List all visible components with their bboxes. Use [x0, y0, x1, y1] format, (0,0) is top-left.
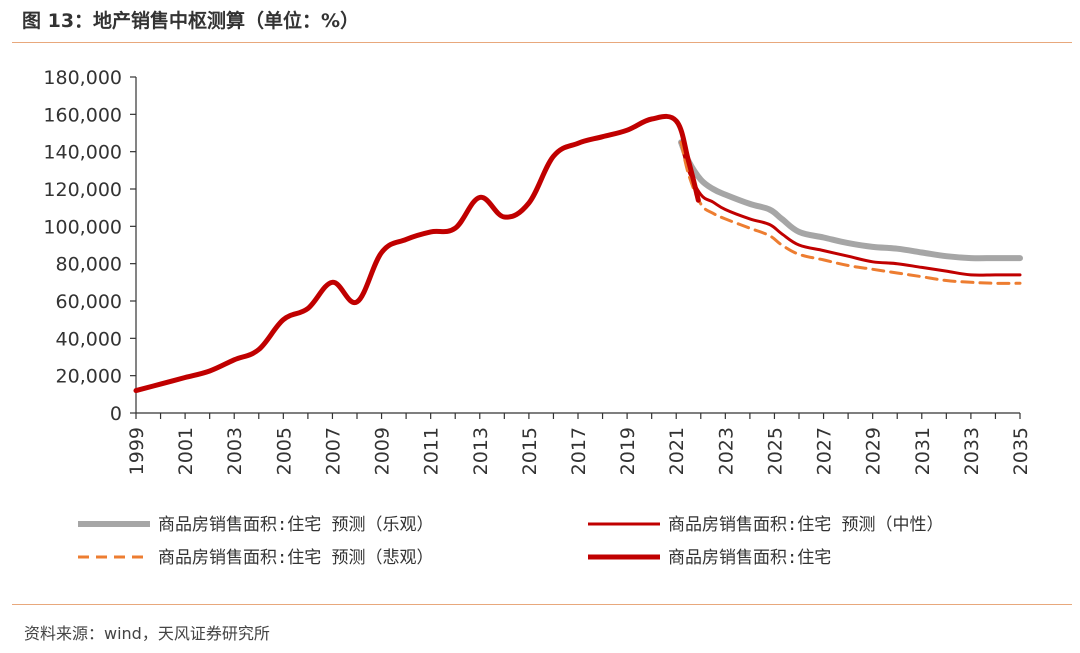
series-pessimistic-line: [679, 140, 1022, 285]
x-tick-label: 2033: [961, 427, 983, 475]
x-tick-label: 2009: [372, 427, 394, 475]
x-tick-label: 2019: [617, 427, 639, 475]
x-tick-label: 2023: [715, 427, 737, 475]
y-tick-label: 180,000: [43, 67, 122, 89]
y-tick-label: 40,000: [56, 328, 122, 350]
x-tick-label: 2013: [470, 427, 492, 475]
series-optimistic-line: [678, 139, 1023, 262]
legend-label: 商品房销售面积:住宅 预测（悲观）: [158, 548, 433, 568]
y-tick-label: 80,000: [56, 254, 122, 276]
y-tick-label: 0: [110, 403, 122, 425]
legend-item-optimistic: 商品房销售面积:住宅 预测（乐观）: [78, 515, 433, 535]
source-note: 资料来源：wind，天风证券研究所: [24, 624, 270, 643]
x-tick-label: 2017: [568, 427, 590, 475]
chart-title: 图 13：地产销售中枢测算（单位：%）: [22, 10, 360, 32]
x-tick-label: 2011: [421, 427, 443, 475]
y-tick-label: 160,000: [43, 104, 122, 126]
x-tick-label: 2005: [273, 427, 295, 475]
top-divider: [12, 42, 1072, 43]
x-tick-label: 2031: [912, 427, 934, 475]
y-tick-label: 140,000: [43, 142, 122, 164]
series-actual-line: [133, 113, 701, 394]
y-tick-label: 100,000: [43, 216, 122, 238]
x-tick-label: 2035: [1010, 427, 1032, 475]
x-tick-label: 2027: [814, 427, 836, 475]
y-tick-label: 60,000: [56, 291, 122, 313]
legend-label: 商品房销售面积:住宅 预测（乐观）: [158, 515, 433, 535]
bottom-divider: [12, 604, 1072, 605]
x-tick-label: 2021: [666, 427, 688, 475]
x-tick-label: 2025: [764, 427, 786, 475]
x-tick-label: 2007: [322, 427, 344, 475]
x-tick-label: 2029: [863, 427, 885, 475]
chart-legend: 商品房销售面积:住宅 预测（乐观） 商品房销售面积:住宅 预测（中性） 商品房销售面…: [78, 515, 943, 568]
chart-axes: 0 20,000 40,000 60,000 80,000 100,000 120,000 1…: [43, 67, 1032, 475]
legend-item-neutral: 商品房销售面积:住宅 预测（中性）: [588, 515, 943, 535]
legend-item-pessimistic: 商品房销售面积:住宅 预测（悲观）: [78, 548, 433, 568]
x-tick-label: 2003: [224, 427, 246, 475]
legend-label: 商品房销售面积:住宅 预测（中性）: [668, 515, 943, 535]
y-tick-label: 20,000: [56, 366, 122, 388]
x-tick-label: 2015: [519, 427, 541, 475]
series-neutral-line: [679, 140, 1022, 277]
x-tick-label: 1999: [126, 427, 148, 475]
chart-series: [133, 113, 1023, 394]
x-tick-label: 2001: [175, 427, 197, 475]
legend-label: 商品房销售面积:住宅: [668, 548, 831, 568]
y-tick-label: 120,000: [43, 179, 122, 201]
legend-item-actual: 商品房销售面积:住宅: [588, 548, 831, 568]
